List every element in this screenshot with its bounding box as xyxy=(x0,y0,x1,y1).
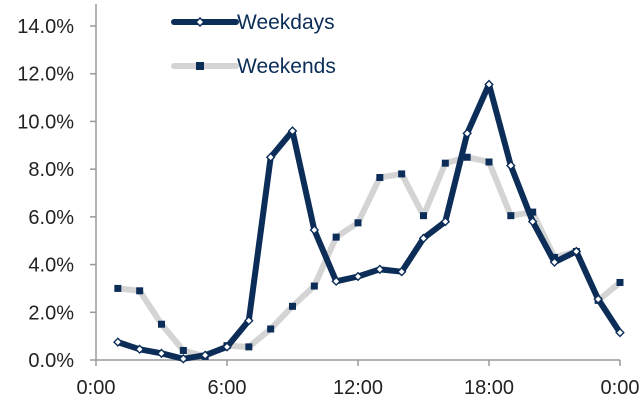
data-point-weekends xyxy=(485,158,493,166)
data-point-weekends xyxy=(463,153,471,161)
data-point-weekends xyxy=(310,282,318,290)
data-point-weekdays xyxy=(440,216,451,227)
data-point-weekdays xyxy=(615,327,625,338)
data-point-weekends xyxy=(376,173,384,181)
data-point-weekends xyxy=(529,208,537,216)
legend-marker-weekends xyxy=(196,62,204,70)
x-tick-label: 18:00 xyxy=(464,377,514,399)
data-point-weekdays xyxy=(484,79,494,90)
data-point-weekdays xyxy=(462,128,472,139)
series-weekdays xyxy=(113,79,625,364)
data-point-weekdays xyxy=(113,337,123,347)
data-point-weekdays xyxy=(593,294,603,304)
data-point-weekends xyxy=(114,284,122,292)
data-point-weekdays xyxy=(375,264,385,275)
x-tick-label: 12:00 xyxy=(333,377,383,399)
data-point-weekends xyxy=(420,212,427,220)
data-point-weekdays xyxy=(244,315,254,326)
series-layer xyxy=(113,79,625,364)
data-point-weekends xyxy=(616,278,624,286)
data-point-weekdays xyxy=(353,271,363,282)
data-point-weekdays xyxy=(178,354,189,364)
y-tick-label: 10.0% xyxy=(17,111,74,133)
data-point-weekdays xyxy=(156,348,167,359)
series-weekends xyxy=(114,153,624,360)
data-point-weekdays xyxy=(506,160,516,171)
x-axis-ticks: 0:00 6:00 12:00 18:00 0:00 xyxy=(77,360,640,399)
x-tick-label: 0:00 xyxy=(601,377,640,399)
x-tick-label: 0:00 xyxy=(77,377,116,399)
legend-label-weekdays: Weekdays xyxy=(237,11,335,34)
legend-label-weekends: Weekends xyxy=(237,55,336,78)
legend-marker-weekdays xyxy=(194,16,206,28)
data-point-weekends xyxy=(398,170,406,178)
legend: Weekdays Weekends xyxy=(171,11,336,78)
chart-axes xyxy=(95,4,620,361)
x-tick-label: 6:00 xyxy=(208,377,247,399)
series-line-weekends xyxy=(114,154,623,360)
data-point-weekdays xyxy=(200,350,210,361)
legend-item-weekends: Weekends xyxy=(171,55,336,78)
data-point-weekdays xyxy=(265,152,276,163)
data-point-weekends xyxy=(158,320,165,328)
data-point-weekdays xyxy=(222,342,232,352)
y-tick-label: 6.0% xyxy=(28,207,74,229)
y-tick-label: 8.0% xyxy=(28,159,74,181)
data-point-weekdays xyxy=(331,276,341,287)
data-point-weekdays xyxy=(527,216,538,227)
series-line-weekdays xyxy=(114,81,623,362)
data-point-weekends xyxy=(441,159,449,167)
data-point-weekends xyxy=(332,233,340,241)
data-point-weekends xyxy=(136,287,144,295)
data-point-weekdays xyxy=(418,233,429,244)
data-point-weekends xyxy=(267,325,275,333)
y-tick-label: 4.0% xyxy=(28,255,74,277)
data-point-weekdays xyxy=(396,266,407,277)
data-point-weekends xyxy=(179,346,187,354)
data-point-weekdays xyxy=(549,257,560,267)
y-tick-label: 12.0% xyxy=(17,64,74,86)
data-point-weekdays xyxy=(134,344,145,355)
data-point-weekends xyxy=(245,343,253,351)
data-point-weekends xyxy=(354,219,362,227)
y-tick-label: 2.0% xyxy=(28,302,74,324)
y-tick-label: 14.0% xyxy=(17,16,74,38)
data-point-weekdays xyxy=(287,126,298,136)
y-axis-ticks: 0.0% 2.0% 4.0% 6.0% 8.0% 10.0% 12.0% 14.0% xyxy=(17,16,96,372)
data-point-weekends xyxy=(507,212,515,220)
data-point-weekdays xyxy=(309,225,320,235)
data-point-weekends xyxy=(289,302,296,310)
y-tick-label: 0.0% xyxy=(28,350,74,372)
legend-item-weekdays: Weekdays xyxy=(171,11,335,34)
data-point-weekdays xyxy=(571,246,582,257)
